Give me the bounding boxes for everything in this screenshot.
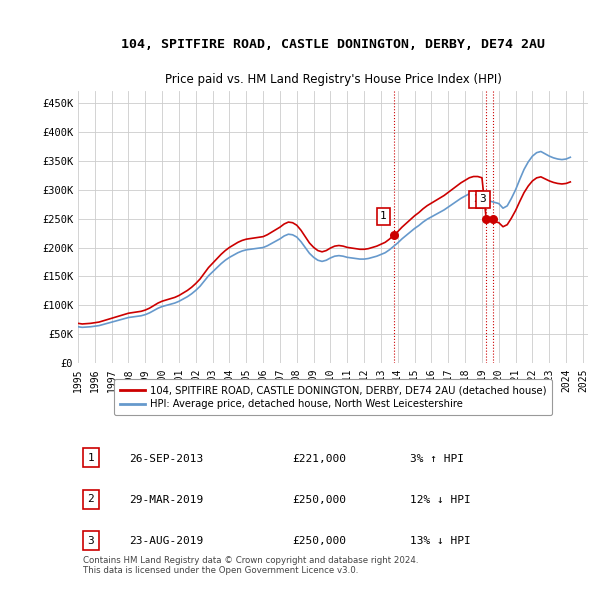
Point [488,214,498,223]
Text: 29-MAR-2019: 29-MAR-2019 [129,495,203,505]
Text: 3: 3 [479,194,486,204]
Text: 12% ↓ HPI: 12% ↓ HPI [409,495,470,505]
Point [481,214,491,223]
Text: £250,000: £250,000 [292,536,346,546]
Point [389,231,398,240]
Text: £221,000: £221,000 [292,454,346,464]
Legend: 104, SPITFIRE ROAD, CASTLE DONINGTON, DERBY, DE74 2AU (detached house), HPI: Ave: 104, SPITFIRE ROAD, CASTLE DONINGTON, DE… [114,379,552,415]
Text: 3: 3 [88,536,94,546]
Text: 1: 1 [380,211,387,221]
Text: 13% ↓ HPI: 13% ↓ HPI [409,536,470,546]
Text: 3% ↑ HPI: 3% ↑ HPI [409,454,464,464]
Text: Contains HM Land Registry data © Crown copyright and database right 2024.
This d: Contains HM Land Registry data © Crown c… [83,556,419,575]
Text: 104, SPITFIRE ROAD, CASTLE DONINGTON, DERBY, DE74 2AU: 104, SPITFIRE ROAD, CASTLE DONINGTON, DE… [121,38,545,51]
Text: 26-SEP-2013: 26-SEP-2013 [129,454,203,464]
Text: 2: 2 [473,194,479,204]
Text: 2: 2 [88,494,94,504]
Text: 1: 1 [88,453,94,463]
Text: £250,000: £250,000 [292,495,346,505]
Text: 23-AUG-2019: 23-AUG-2019 [129,536,203,546]
Text: Price paid vs. HM Land Registry's House Price Index (HPI): Price paid vs. HM Land Registry's House … [164,73,502,86]
